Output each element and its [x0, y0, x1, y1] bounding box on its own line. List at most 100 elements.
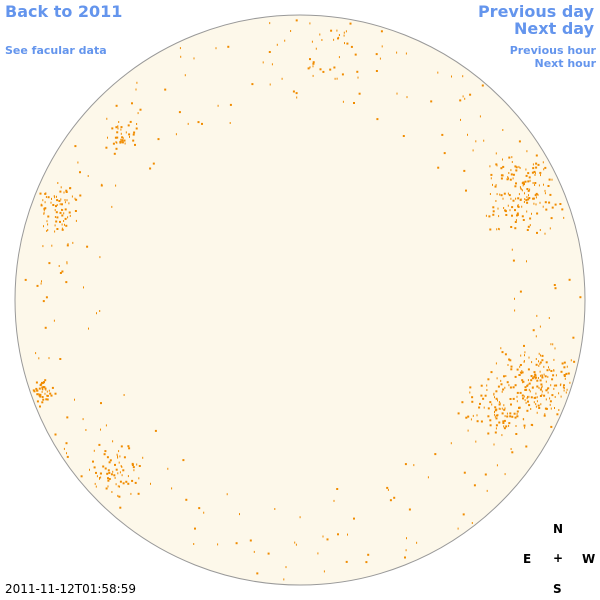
facula — [480, 384, 483, 387]
facula — [535, 405, 537, 408]
facula — [129, 135, 130, 138]
facula — [527, 396, 529, 399]
facula — [487, 415, 490, 418]
facula — [65, 191, 68, 193]
facula — [54, 216, 56, 218]
facula — [539, 388, 542, 391]
facula — [511, 161, 513, 163]
compass-west: W — [582, 552, 596, 566]
facula — [62, 209, 64, 211]
facula — [549, 403, 551, 406]
facula — [510, 169, 512, 172]
facula — [471, 522, 473, 524]
facula — [127, 445, 130, 448]
facula — [118, 495, 121, 498]
facula — [93, 466, 96, 469]
facula — [561, 362, 564, 365]
facula — [175, 133, 177, 136]
facula — [489, 228, 492, 231]
facula — [511, 451, 514, 454]
facula — [121, 474, 123, 477]
compass-south: S — [553, 582, 562, 596]
facula — [547, 387, 550, 390]
facula — [337, 533, 339, 536]
facula — [544, 201, 547, 204]
facula — [534, 184, 536, 186]
facula — [299, 516, 301, 519]
facula — [490, 177, 492, 180]
facula — [36, 393, 39, 396]
facula — [343, 31, 345, 34]
facula — [486, 384, 488, 387]
facula — [513, 412, 516, 415]
facula — [516, 368, 519, 371]
facula — [496, 193, 498, 196]
facula — [120, 126, 123, 129]
next-day-link[interactable]: Next day — [514, 19, 594, 38]
facula — [55, 220, 58, 223]
facula — [269, 83, 271, 86]
facula — [544, 166, 547, 169]
facula — [58, 200, 61, 202]
facula — [393, 496, 396, 499]
facula — [533, 170, 536, 173]
facula — [65, 442, 68, 445]
facula — [521, 189, 523, 192]
facula — [517, 205, 520, 208]
facula — [472, 149, 474, 152]
facula — [515, 219, 517, 222]
previous-day-link[interactable]: Previous day — [477, 2, 594, 21]
facula — [253, 550, 255, 553]
facula — [524, 389, 527, 391]
facula — [548, 366, 549, 369]
facula — [535, 363, 538, 366]
facula — [83, 286, 84, 289]
facula — [503, 408, 506, 411]
facula — [534, 174, 536, 176]
facula — [540, 383, 543, 386]
facula — [405, 549, 407, 552]
facula — [560, 383, 562, 386]
facula — [492, 213, 495, 216]
facula — [135, 127, 138, 130]
previous-hour-link[interactable]: Previous hour — [509, 44, 596, 57]
facula — [519, 186, 521, 189]
facula — [319, 33, 321, 36]
facula — [535, 358, 537, 360]
facula — [514, 384, 517, 387]
facula — [510, 365, 513, 368]
facula — [110, 473, 113, 476]
facula — [43, 225, 44, 228]
facula — [115, 104, 118, 107]
facula — [525, 401, 527, 404]
facula — [489, 165, 491, 168]
facula — [535, 376, 537, 379]
facula — [48, 389, 50, 392]
facula — [508, 422, 511, 425]
facula — [120, 445, 123, 448]
next-hour-link[interactable]: Next hour — [534, 57, 597, 70]
facula — [495, 427, 497, 430]
facula — [35, 352, 37, 355]
facula — [486, 389, 488, 391]
facula — [51, 386, 54, 389]
facula — [464, 97, 466, 100]
facula — [495, 424, 498, 427]
facula — [512, 259, 515, 262]
facula — [563, 375, 566, 377]
facula — [309, 58, 311, 61]
facula — [119, 141, 122, 144]
facula — [498, 421, 501, 424]
facula — [45, 388, 47, 391]
facular-link[interactable]: See facular data — [5, 44, 107, 57]
facula — [495, 362, 497, 365]
facula — [518, 165, 520, 168]
facula — [269, 22, 271, 25]
facula — [504, 209, 507, 212]
back-link[interactable]: Back to 2011 — [5, 2, 123, 21]
facula — [536, 231, 538, 234]
facula — [106, 117, 108, 120]
facula — [36, 400, 39, 403]
facula — [107, 136, 108, 139]
facula — [495, 152, 497, 155]
